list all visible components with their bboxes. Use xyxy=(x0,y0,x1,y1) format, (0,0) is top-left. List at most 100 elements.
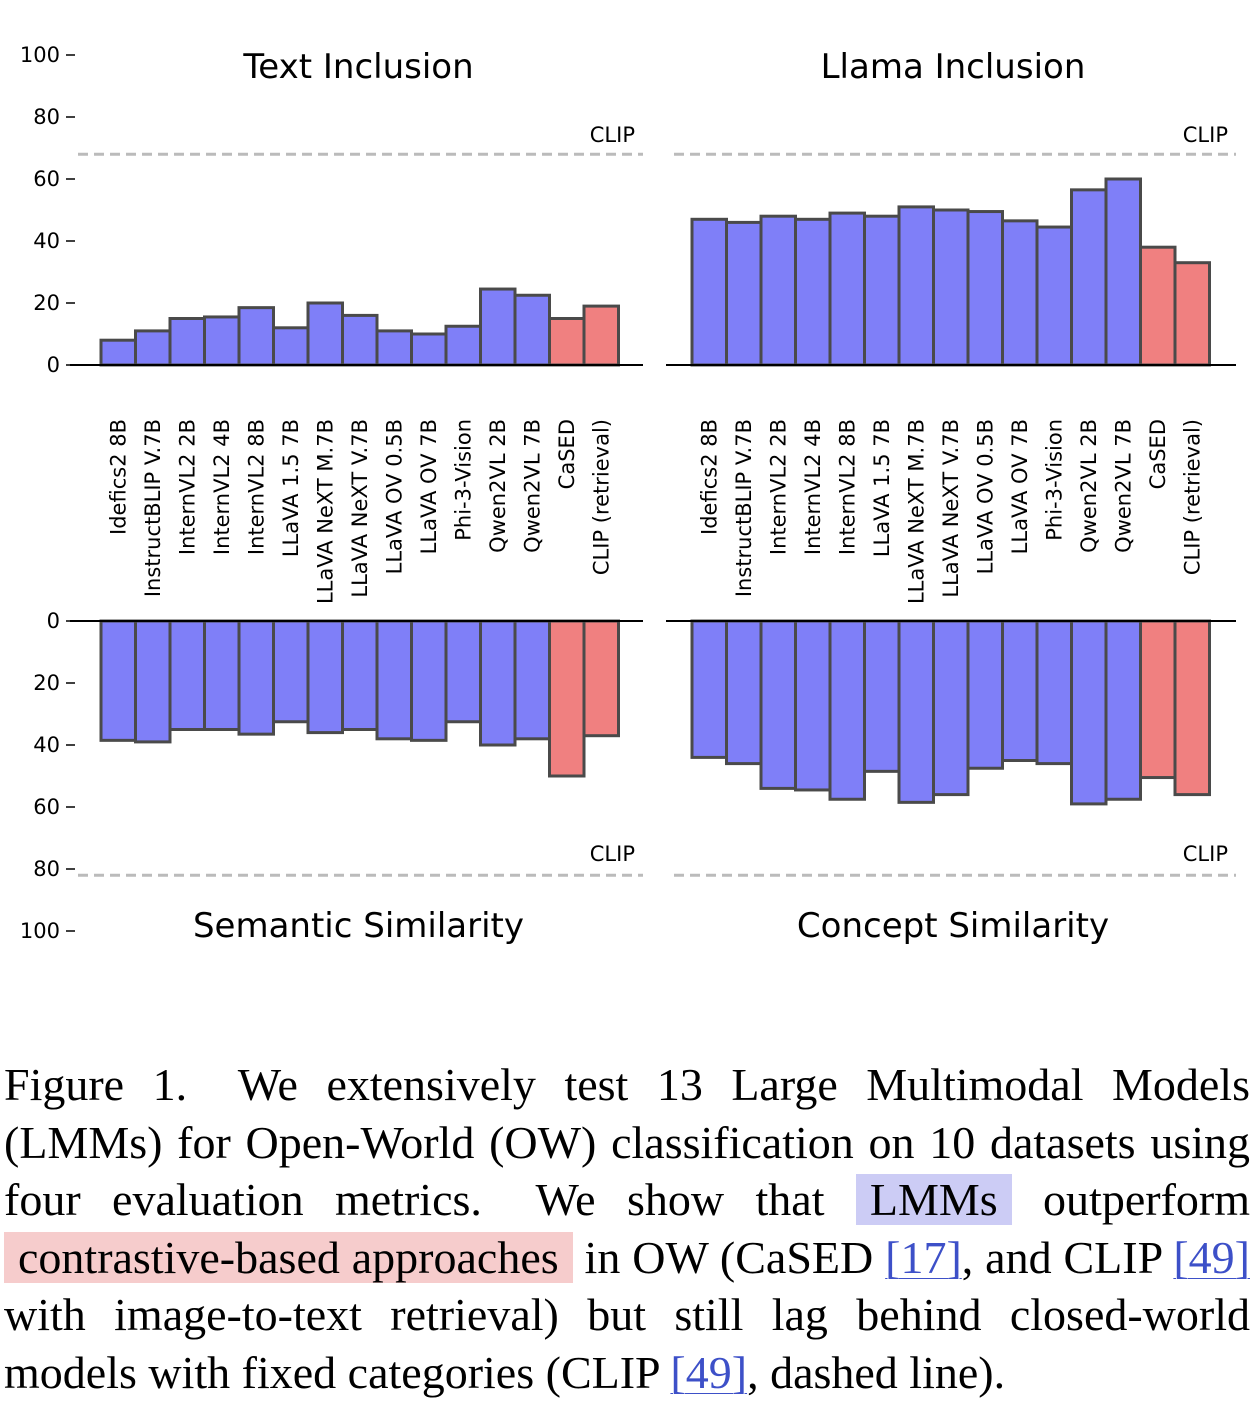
y-tick-label: 20 xyxy=(33,291,60,315)
y-tick-label: 60 xyxy=(33,795,60,819)
bar-cased xyxy=(1139,619,1177,780)
category-label-instructblip-v-7b: InstructBLIP V.7B xyxy=(141,419,165,597)
bar-llava-1-5-7b xyxy=(272,619,310,724)
chart-title-concept-similarity: Concept Similarity xyxy=(797,906,1109,946)
bar-cased xyxy=(548,619,586,778)
bar-internvl2-4b xyxy=(794,217,832,367)
bar-llava-ov-0-5b xyxy=(375,619,413,741)
bar-idefics2-8b xyxy=(690,619,728,759)
bar-llava-ov-7b xyxy=(410,332,448,367)
bar-instructblip-v-7b xyxy=(134,329,172,367)
bar-llava-ov-7b xyxy=(410,619,448,742)
y-tick-label: 0 xyxy=(47,353,60,377)
bar-llava-next-m-7b xyxy=(897,205,935,367)
bar-internvl2-8b xyxy=(237,619,275,736)
caption-lmms-highlight: LMMs xyxy=(855,1174,1012,1225)
category-label-internvl2-4b: InternVL2 4B xyxy=(210,419,234,555)
bar-internvl2-8b xyxy=(828,211,866,367)
bar-qwen2vl-2b xyxy=(1070,619,1108,806)
bar-llava-next-m-7b xyxy=(306,301,344,367)
bar-internvl2-4b xyxy=(203,315,241,367)
bar-qwen2vl-2b xyxy=(479,287,517,367)
bar-clip-retrieval xyxy=(582,619,620,738)
category-label-internvl2-2b: InternVL2 2B xyxy=(766,419,790,555)
bar-llava-1-5-7b xyxy=(863,619,901,773)
category-label-llava-next-v-7b: LLaVA NeXT V.7B xyxy=(348,419,372,598)
category-label-internvl2-8b: InternVL2 8B xyxy=(244,419,268,555)
category-label-qwen2vl-2b: Qwen2VL 2B xyxy=(1077,419,1101,553)
bar-llava-next-v-7b xyxy=(932,619,970,797)
caption-text-end: , dashed line). xyxy=(747,1346,1006,1398)
category-label-phi-3-vision: Phi-3-Vision xyxy=(1042,419,1066,541)
y-tick-label: 0 xyxy=(47,609,60,633)
clip-reference-label: CLIP xyxy=(1183,842,1228,866)
figure-caption: Figure 1. We extensively test 13 Large M… xyxy=(4,1056,1250,1401)
clip-reference-label: CLIP xyxy=(590,842,635,866)
bar-phi-3-vision xyxy=(444,619,482,724)
bar-internvl2-2b xyxy=(759,619,797,790)
clip-reference-label: CLIP xyxy=(590,123,635,147)
figure-charts: Text Inclusion CLIP 0 20 40 60 80 100 Llama Inc… xyxy=(20,43,1236,946)
category-label-qwen2vl-2b: Qwen2VL 2B xyxy=(486,419,510,553)
bar-qwen2vl-2b xyxy=(479,619,517,747)
caption-text-in-ow: in OW (CaSED xyxy=(572,1231,886,1283)
bar-instructblip-v-7b xyxy=(134,619,172,744)
category-label-clip-retrieval: CLIP (retrieval) xyxy=(1180,419,1204,575)
category-label-internvl2-8b: InternVL2 8B xyxy=(835,419,859,555)
category-label-qwen2vl-7b: Qwen2VL 7B xyxy=(520,419,544,553)
bar-instructblip-v-7b xyxy=(725,619,763,766)
y-tick-label: 100 xyxy=(20,43,60,67)
bar-clip-retrieval xyxy=(1173,261,1211,367)
bar-llava-next-v-7b xyxy=(341,619,379,731)
caption-text-and-clip: , and CLIP xyxy=(961,1231,1174,1283)
caption-text-outperform: outper­form xyxy=(1011,1174,1256,1225)
panel-semantic-similarity: Semantic Similarity CLIP 0 20 40 60 80 100 xyxy=(20,609,643,946)
bar-internvl2-4b xyxy=(203,619,241,731)
bar-idefics2-8b xyxy=(99,338,137,367)
caption-text-intro: Figure 1. We extensively test 13 Large M… xyxy=(4,1059,1250,1225)
bar-llava-ov-0-5b xyxy=(966,210,1004,367)
category-label-cased: CaSED xyxy=(555,419,579,489)
bar-qwen2vl-7b xyxy=(513,293,551,367)
bar-idefics2-8b xyxy=(690,217,728,367)
category-label-idefics2-8b: Idefics2 8B xyxy=(697,419,721,535)
bar-instructblip-v-7b xyxy=(725,220,763,367)
bar-cased xyxy=(1139,245,1177,367)
bar-llava-next-v-7b xyxy=(341,313,379,367)
bar-llava-next-m-7b xyxy=(306,619,344,735)
bar-llava-ov-7b xyxy=(1001,619,1039,762)
bar-qwen2vl-7b xyxy=(1104,177,1142,367)
y-tick-label: 60 xyxy=(33,167,60,191)
panel-llama-inclusion: Llama Inclusion CLIP xyxy=(666,47,1236,367)
category-label-llava-next-v-7b: LLaVA NeXT V.7B xyxy=(939,419,963,598)
chart-title-llama-inclusion: Llama Inclusion xyxy=(821,47,1086,87)
y-tick-label: 100 xyxy=(20,919,60,943)
bar-idefics2-8b xyxy=(99,619,137,742)
category-label-phi-3-vision: Phi-3-Vision xyxy=(451,419,475,541)
chart-title-semantic-similarity: Semantic Similarity xyxy=(193,906,524,946)
bar-clip-retrieval xyxy=(1173,619,1211,797)
category-label-cased: CaSED xyxy=(1146,419,1170,489)
bar-internvl2-8b xyxy=(237,306,275,367)
citation-link-17[interactable]: [17] xyxy=(885,1231,962,1283)
category-label-llava-ov-0-5b: LLaVA OV 0.5B xyxy=(382,419,406,574)
y-tick-label: 20 xyxy=(33,671,60,695)
category-label-llava-next-m-7b: LLaVA NeXT M.7B xyxy=(313,419,337,604)
bar-llava-ov-0-5b xyxy=(375,329,413,367)
citation-link-49[interactable]: [49] xyxy=(1173,1231,1250,1283)
bar-internvl2-4b xyxy=(794,619,832,792)
bar-internvl2-2b xyxy=(168,317,206,367)
bar-llava-ov-0-5b xyxy=(966,619,1004,770)
category-label-llava-ov-0-5b: LLaVA OV 0.5B xyxy=(973,419,997,574)
category-label-llava-1-5-7b: LLaVA 1.5 7B xyxy=(279,419,303,557)
panel-text-inclusion: Text Inclusion CLIP 0 20 40 60 80 100 xyxy=(20,43,643,377)
chart-title-text-inclusion: Text Inclusion xyxy=(242,47,473,87)
bar-qwen2vl-7b xyxy=(513,619,551,741)
clip-reference-label: CLIP xyxy=(1183,123,1228,147)
category-label-clip-retrieval: CLIP (retrieval) xyxy=(589,419,613,575)
category-label-instructblip-v-7b: InstructBLIP V.7B xyxy=(732,419,756,597)
category-label-llava-1-5-7b: LLaVA 1.5 7B xyxy=(870,419,894,557)
category-label-internvl2-4b: InternVL2 4B xyxy=(801,419,825,555)
citation-link-49-second[interactable]: [49] xyxy=(670,1346,748,1398)
category-label-llava-next-m-7b: LLaVA NeXT M.7B xyxy=(904,419,928,604)
